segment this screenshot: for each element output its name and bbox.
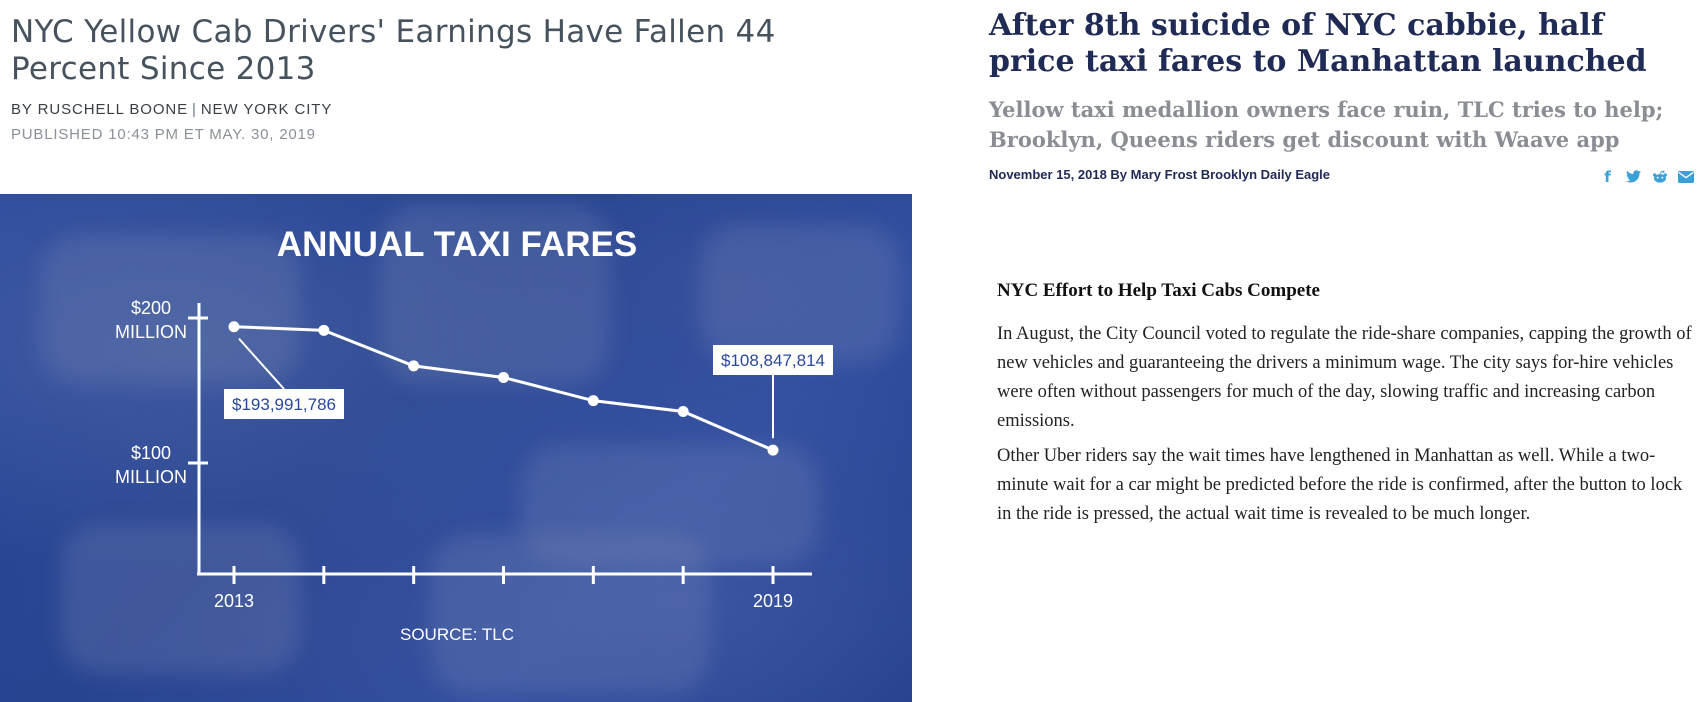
annotation-last: $108,847,814 [721, 351, 825, 370]
data-point-2017 [587, 395, 599, 407]
paragraph-2: Other Uber riders say the wait times hav… [997, 446, 1683, 524]
annotation-first-leader [238, 338, 285, 390]
series-line [233, 325, 774, 452]
published-date: PUBLISHED 10:43 PM ET MAY. 30, 2019 [11, 126, 316, 143]
y-tick-unit-0: MILLION [115, 322, 187, 342]
paragraph-1: In August, the City Council voted to reg… [997, 324, 1692, 431]
y-tick-unit-1: MILLION [115, 467, 187, 487]
right-headline: After 8th suicide of NYC cabbie, half pr… [989, 8, 1647, 79]
section-title: NYC Effort to Help Taxi Cabs Compete [997, 280, 1320, 301]
annotation-first-box [224, 389, 344, 419]
x-ticks [232, 566, 775, 584]
data-point-2014 [318, 324, 330, 336]
left-article: NYC Yellow Cab Drivers' Earnings Have Fa… [0, 14, 912, 702]
data-point-2018 [677, 406, 689, 418]
chart-svg: ANNUAL TAXI FARES $200 MILLION $100 MILLION… [115, 225, 833, 644]
data-point-2013 [228, 321, 240, 333]
data-point-2019 [767, 444, 779, 456]
y-tick-label-1: $100 [131, 443, 171, 463]
chart-background [0, 194, 912, 702]
data-point-2015 [408, 360, 420, 372]
facebook-icon[interactable]: f [1604, 167, 1611, 186]
chart-source: SOURCE: TLC [400, 625, 514, 644]
byline-author[interactable]: BY RUSCHELL BOONE [11, 101, 189, 118]
article-body: NYC Effort to Help Taxi Cabs Compete In … [997, 280, 1697, 535]
x-tick-label-last: 2019 [753, 591, 793, 611]
annotation-first: $193,991,786 [232, 395, 336, 414]
chart-title: ANNUAL TAXI FARES [277, 225, 637, 264]
annotation-last-box [713, 345, 833, 375]
x-tick-label-first: 2013 [214, 591, 254, 611]
data-points [228, 321, 779, 456]
right-subheadline: Yellow taxi medallion owners face ruin, … [989, 97, 1664, 152]
reddit-icon[interactable] [1651, 168, 1668, 185]
byline-separator: | [192, 101, 197, 118]
byline: BY RUSCHELL BOONE | NEW YORK CITY [11, 101, 332, 118]
data-point-2016 [498, 371, 509, 383]
taxi-fares-chart: ANNUAL TAXI FARES $200 MILLION $100 MILLION… [0, 194, 912, 702]
twitter-icon[interactable] [1625, 168, 1642, 185]
share-icons: f [1599, 167, 1694, 186]
right-article: After 8th suicide of NYC cabbie, half pr… [970, 0, 1706, 702]
y-tick-label-0: $200 [131, 298, 171, 318]
left-headline: NYC Yellow Cab Drivers' Earnings Have Fa… [11, 14, 776, 87]
article-meta: November 15, 2018 By Mary Frost Brooklyn… [989, 167, 1331, 182]
y-ticks: $200 MILLION $100 MILLION [115, 298, 208, 487]
email-icon[interactable] [1677, 168, 1694, 185]
byline-location: NEW YORK CITY [200, 101, 333, 118]
